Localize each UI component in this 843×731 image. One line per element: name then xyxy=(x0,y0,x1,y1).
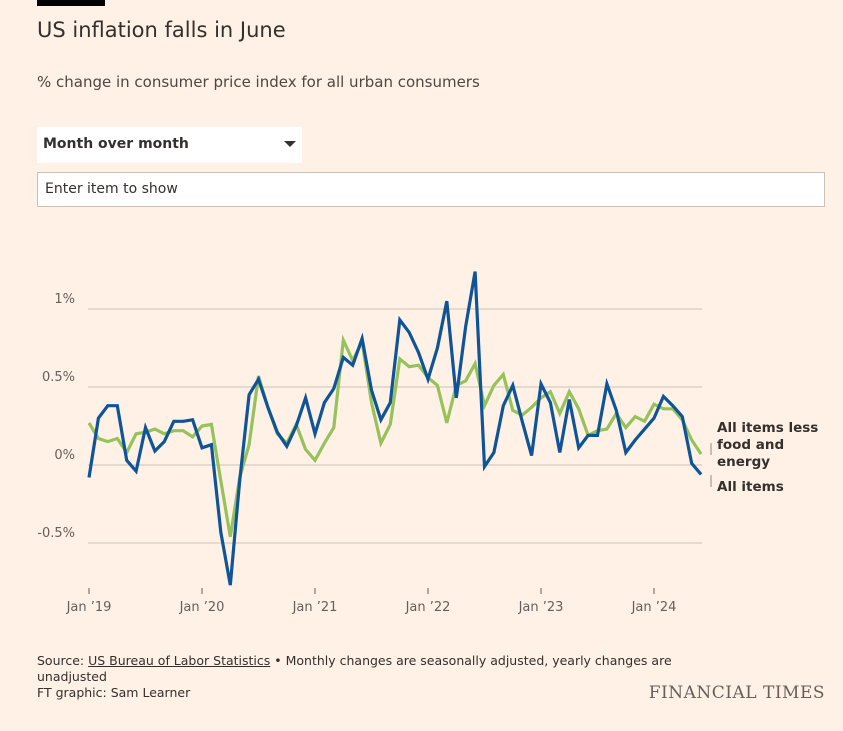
page-subtitle: % change in consumer price index for all… xyxy=(37,73,480,91)
series-label-all-items: All items xyxy=(717,479,784,495)
series-label-core: energy xyxy=(717,454,770,470)
x-tick-label: Jan ’20 xyxy=(179,600,225,615)
ft-logo: FINANCIAL TIMES xyxy=(648,683,825,703)
ft-top-bar xyxy=(37,0,105,6)
y-tick-label: -0.5% xyxy=(37,526,75,541)
period-select-value: Month over month xyxy=(43,136,189,152)
graphic-credit: FT graphic: Sam Learner xyxy=(37,685,191,700)
y-tick-label: 0% xyxy=(54,448,75,463)
source-note: Source: US Bureau of Labor Statistics • … xyxy=(37,653,672,700)
page-title: US inflation falls in June xyxy=(37,18,286,42)
x-tick-label: Jan ’21 xyxy=(292,600,338,615)
series-all-items-line xyxy=(87,271,703,586)
x-tick-label: Jan ’22 xyxy=(405,600,451,615)
series-label-core: food and xyxy=(717,437,784,453)
source-link[interactable]: US Bureau of Labor Statistics xyxy=(88,653,271,668)
x-tick-label: Jan ’19 xyxy=(66,600,112,615)
period-select[interactable]: Month over month xyxy=(37,127,302,163)
line-chart: 1% 0.5% 0% -0.5% Jan ’19 Jan ’20 Jan ’21 Jan ’2… xyxy=(37,271,818,615)
x-tick-label: Jan ’23 xyxy=(518,600,564,615)
series-label-core: All items less xyxy=(717,420,818,436)
x-tick-label: Jan ’24 xyxy=(631,600,677,615)
item-search-input[interactable]: Enter item to show xyxy=(37,172,825,207)
y-tick-label: 1% xyxy=(54,292,75,307)
chevron-down-icon xyxy=(284,141,296,147)
y-tick-label: 0.5% xyxy=(42,370,75,385)
